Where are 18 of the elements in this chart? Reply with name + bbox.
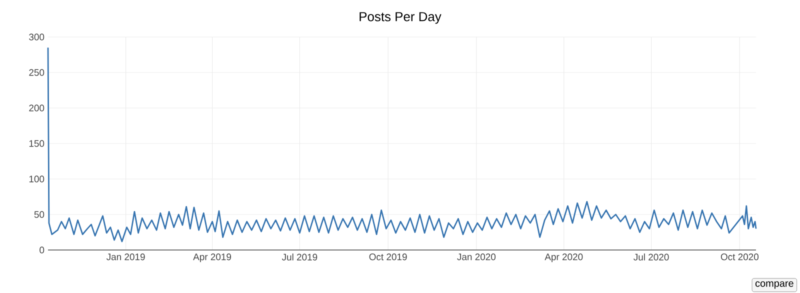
x-tick-label: Apr 2019 <box>193 254 232 262</box>
y-tick-label: 150 <box>29 140 44 147</box>
y-tick-label: 250 <box>29 69 44 76</box>
y-tick-label: 300 <box>29 34 44 40</box>
x-tick-label: Jul 2019 <box>282 254 318 260</box>
x-tick-label: Jul 2020 <box>634 254 669 260</box>
x-tick-label: Apr 2020 <box>544 254 583 262</box>
line-series <box>47 46 757 242</box>
y-tick-label: 50 <box>34 211 44 218</box>
chart-title: Posts Per Day <box>360 12 442 24</box>
y-tick-label: 0 <box>40 246 44 254</box>
x-tick-label: Jan 2020 <box>457 254 496 260</box>
y-tick-label: 200 <box>29 104 44 112</box>
x-tick-label: Jan 2019 <box>106 254 145 260</box>
x-tick-label: Oct 2020 <box>720 254 758 260</box>
x-tick-label: Oct 2019 <box>369 254 407 260</box>
text: compare <box>755 281 794 289</box>
y-tick-label: 100 <box>29 176 44 182</box>
